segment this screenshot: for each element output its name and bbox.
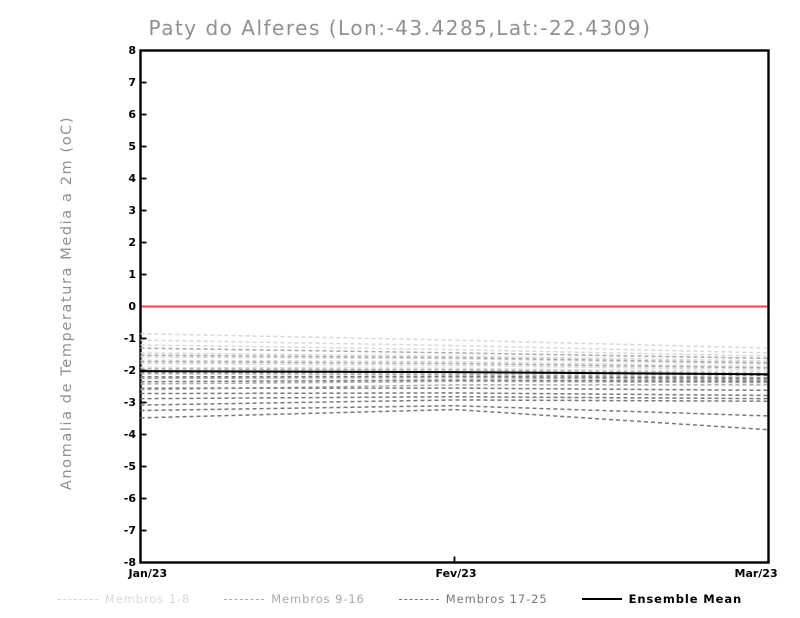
y-tick-label: 1 <box>128 268 136 281</box>
legend-line-swatch <box>581 598 622 600</box>
y-tick-label: -6 <box>123 492 136 505</box>
legend-entry[interactable]: Membros 9-16 <box>224 592 365 606</box>
ensemble-mean-line <box>140 370 769 376</box>
x-tick-label: Mar/23 <box>734 566 778 580</box>
y-tick-label: -5 <box>123 460 136 473</box>
y-tick-label: 5 <box>128 140 136 153</box>
y-tick-label: 2 <box>128 236 136 249</box>
y-tick-label: 0 <box>128 300 136 313</box>
y-tick-label: 8 <box>128 44 136 57</box>
member-line <box>140 404 769 417</box>
y-tick-label: 4 <box>128 172 136 185</box>
y-tick-label: -7 <box>123 524 136 537</box>
y-tick-label: 6 <box>128 108 136 121</box>
legend-label: Ensemble Mean <box>628 592 743 606</box>
y-tick-label: -2 <box>123 364 136 377</box>
y-axis-tick-labels: 8 7 6 5 4 3 2 1 0 -1 -2 -3 -4 -5 -6 -7 -8 <box>110 0 136 618</box>
legend-entry[interactable]: Membros 17-25 <box>398 592 548 606</box>
legend-line-swatch <box>224 598 265 600</box>
legend-label: Membros 1-8 <box>104 592 191 606</box>
legend-line-swatch <box>57 598 98 600</box>
legend-entry[interactable]: Membros 1-8 <box>57 592 191 606</box>
x-tick-label: Jan/23 <box>128 566 168 580</box>
member-line <box>140 392 769 397</box>
y-tick-label: -8 <box>123 556 136 569</box>
y-tick-label: 3 <box>128 204 136 217</box>
legend-entry[interactable]: Ensemble Mean <box>581 592 743 606</box>
chart-legend: Membros 1-8 Membros 9-16 Membros 17-25 Ense… <box>0 588 800 610</box>
legend-line-swatch <box>398 598 439 600</box>
legend-label: Membros 17-25 <box>445 592 548 606</box>
member-line <box>140 379 769 383</box>
member-line <box>140 395 769 400</box>
y-tick-label: -3 <box>123 396 136 409</box>
y-tick-label: -4 <box>123 428 136 441</box>
legend-label: Membros 9-16 <box>271 592 365 606</box>
y-tick-label: 7 <box>128 76 136 89</box>
chart-title: Paty do Alferes (Lon:-43.4285,Lat:-22.43… <box>148 16 652 40</box>
x-tick-label: Fev/23 <box>435 566 477 580</box>
member-line <box>140 387 769 392</box>
member-line <box>140 399 769 406</box>
y-tick-label: -1 <box>123 332 136 345</box>
